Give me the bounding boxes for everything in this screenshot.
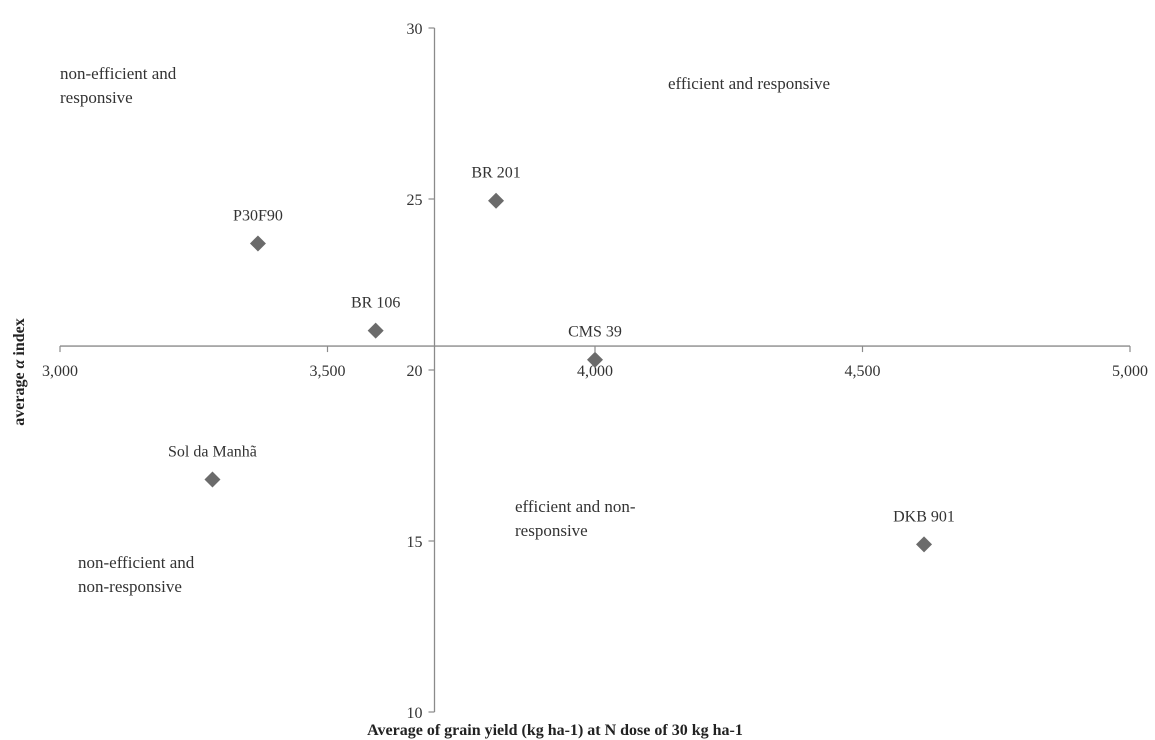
y-tick-label: 30 (407, 21, 423, 38)
x-tick-label: 5,000 (1112, 363, 1148, 380)
data-points (204, 192, 933, 553)
data-point (488, 192, 505, 209)
quadrant-annotation-line: efficient and non- (515, 497, 636, 516)
quadrant-annotation: non-efficient and non-responsive (78, 553, 195, 596)
axes (59, 27, 1131, 713)
data-point (204, 471, 221, 488)
point-label: Sol da Manhã (168, 443, 257, 460)
quadrant-annotation: non-efficient and responsive (60, 64, 177, 107)
y-axis-title-suffix: index (11, 318, 28, 359)
quadrant-annotation: efficient and responsive (668, 74, 830, 93)
point-label: DKB 901 (893, 508, 955, 525)
point-label: CMS 39 (568, 324, 622, 341)
data-point (249, 235, 266, 252)
x-tick-label: 4,500 (845, 363, 881, 380)
y-tick-label: 15 (407, 534, 423, 551)
point-label: P30F90 (233, 207, 283, 224)
y-tick-label: 10 (407, 705, 423, 722)
point-labels: BR 201 P30F90 BR 106 CMS 39 Sol da Manhã DKB … (168, 165, 955, 526)
quadrant-annotation: efficient and non-responsive (515, 497, 636, 540)
tick-labels: 3,000 3,500 4,000 4,500 5,000 10 15 20 25 30 (42, 21, 1148, 722)
quadrant-annotation-line: non-efficient and (60, 64, 177, 83)
quadrant-annotation-line: responsive (60, 88, 133, 107)
y-axis-title-symbol: α (11, 358, 28, 368)
y-axis-title: average α index (11, 318, 28, 426)
point-label: BR 106 (351, 295, 400, 312)
quadrant-annotation-line: non-efficient and (78, 553, 195, 572)
x-axis-title: Average of grain yield (kg ha-1) at N do… (367, 722, 743, 739)
y-tick-label: 25 (407, 192, 423, 209)
data-point (916, 536, 933, 553)
y-axis-title-prefix: average (11, 368, 28, 425)
data-point (587, 351, 603, 368)
x-tick-label: 3,500 (310, 363, 346, 380)
x-tick-label: 4,000 (577, 363, 613, 380)
x-tick-label: 3,000 (42, 363, 78, 380)
data-point (367, 322, 384, 339)
quadrant-annotation-line: efficient and responsive (668, 74, 830, 93)
point-label: BR 201 (471, 165, 520, 182)
quadrant-annotation-line: non-responsive (78, 577, 182, 596)
y-tick-label: 20 (407, 363, 423, 380)
quadrant-annotation-line: responsive (515, 521, 588, 540)
